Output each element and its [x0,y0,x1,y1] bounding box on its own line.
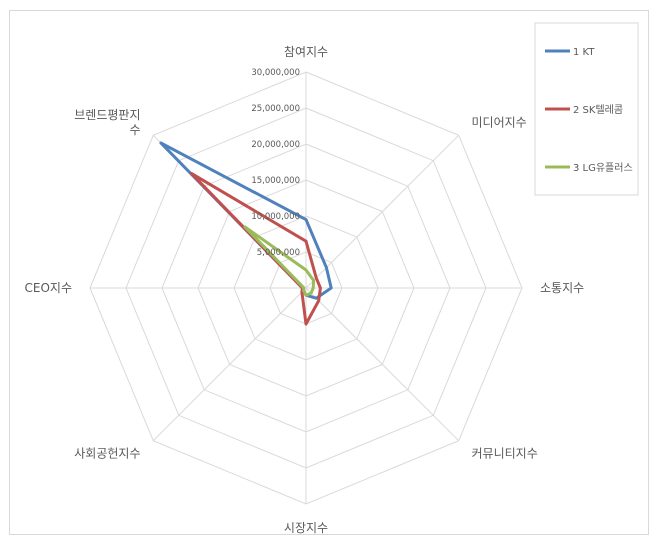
tick-label-1: 5,000,000 [257,248,300,258]
radar-tick-labels: 5,000,000 10,000,000 15,000,000 20,000,000 2… [251,68,300,258]
legend-label-3: 3 LG유플러스 [573,162,633,174]
series-line-3 [243,225,316,297]
axis-label-8: 브렌드평판지 수 [74,108,140,137]
legend-label-2: 2 SK텔레콤 [573,104,623,116]
axis-label-4: 커뮤니티지수 [472,447,538,461]
legend: 1 KT 2 SK텔레콤 3 LG유플러스 [534,22,639,196]
tick-label-2: 10,000,000 [251,212,300,222]
tick-label-6: 30,000,000 [251,68,300,78]
legend-label-1: 1 KT [573,47,595,58]
axis-label-3: 소통지수 [540,281,584,295]
radar-grid [89,71,523,505]
axis-label-5: 시장지수 [284,521,328,535]
chart-frame: 5,000,000 10,000,000 15,000,000 20,000,000 2… [9,10,649,535]
axis-label-1: 참여지수 [284,45,328,59]
tick-label-4: 20,000,000 [251,140,300,150]
axis-label-2: 미디어지수 [472,116,527,130]
tick-label-3: 15,000,000 [251,176,300,186]
spoke-2 [305,134,460,289]
tick-label-5: 25,000,000 [251,104,300,114]
spoke-6 [152,287,307,442]
radar-chart: 5,000,000 10,000,000 15,000,000 20,000,000 2… [25,22,639,535]
axis-label-7: CEO지수 [25,281,73,295]
spoke-4 [305,287,460,442]
radar-series [159,141,333,326]
axis-label-6: 사회공헌지수 [74,447,140,461]
series-line-2 [189,171,322,326]
